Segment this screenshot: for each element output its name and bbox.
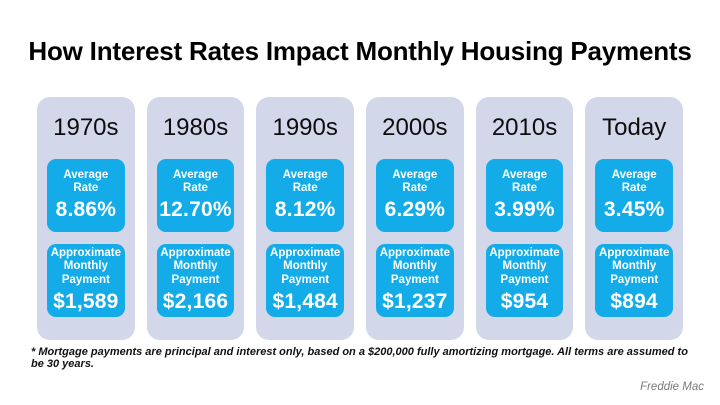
- era-column: 1990s Average Rate 8.12% Approximate Mon…: [256, 97, 355, 340]
- monthly-payment-value: $2,166: [162, 289, 229, 313]
- monthly-payment-value: $1,589: [53, 289, 119, 313]
- monthly-payment-card: Approximate Monthly Payment $2,166: [156, 244, 235, 317]
- era-label: 1980s: [162, 114, 229, 141]
- average-rate-label: Average Rate: [392, 168, 438, 194]
- monthly-payment-card: Approximate Monthly Payment $954: [485, 244, 564, 317]
- columns-container: 1970s Average Rate 8.86% Approximate Mon…: [37, 97, 684, 340]
- monthly-payment-card: Approximate Monthly Payment $1,589: [47, 244, 125, 317]
- era-column: Today Average Rate 3.45% Approximate Mon…: [585, 97, 684, 340]
- monthly-payment-value: $954: [500, 289, 549, 313]
- era-label: 2000s: [382, 114, 448, 141]
- monthly-payment-label: Approximate Monthly Payment: [489, 247, 560, 286]
- era-label: 1970s: [53, 114, 119, 141]
- era-column: 1980s Average Rate 12.70% Approximate Mo…: [146, 97, 245, 340]
- average-rate-card: Average Rate 8.86%: [47, 159, 125, 232]
- era-label: Today: [602, 114, 667, 141]
- average-rate-card: Average Rate 6.29%: [376, 159, 454, 232]
- era-column: 1970s Average Rate 8.86% Approximate Mon…: [37, 97, 135, 340]
- average-rate-label: Average Rate: [282, 168, 328, 194]
- average-rate-value: 8.12%: [274, 198, 336, 222]
- monthly-payment-label: Approximate Monthly Payment: [160, 247, 231, 286]
- average-rate-value: 8.86%: [55, 198, 117, 222]
- monthly-payment-value: $1,237: [382, 289, 448, 313]
- monthly-payment-label: Approximate Monthly Payment: [599, 247, 670, 286]
- average-rate-card: Average Rate 8.12%: [266, 159, 345, 232]
- era-label: 2010s: [491, 114, 558, 141]
- average-rate-label: Average Rate: [502, 168, 547, 194]
- monthly-payment-card: Approximate Monthly Payment $1,237: [376, 244, 454, 317]
- average-rate-value: 6.29%: [384, 198, 446, 222]
- monthly-payment-card: Approximate Monthly Payment $894: [595, 244, 674, 317]
- era-column: 2000s Average Rate 6.29% Approximate Mon…: [366, 97, 464, 340]
- average-rate-value: 3.99%: [494, 198, 555, 222]
- average-rate-label: Average Rate: [611, 168, 657, 194]
- average-rate-value: 12.70%: [159, 198, 232, 222]
- source-credit: Freddie Mac: [640, 381, 704, 393]
- monthly-payment-value: $1,484: [272, 289, 338, 313]
- average-rate-value: 3.45%: [603, 198, 665, 222]
- page-title: How Interest Rates Impact Monthly Housin…: [28, 36, 692, 66]
- average-rate-card: Average Rate 3.45%: [595, 159, 674, 232]
- era-label: 1990s: [272, 114, 338, 141]
- monthly-payment-card: Approximate Monthly Payment $1,484: [266, 244, 345, 317]
- monthly-payment-label: Approximate Monthly Payment: [379, 247, 450, 286]
- average-rate-card: Average Rate 3.99%: [485, 159, 564, 232]
- monthly-payment-label: Approximate Monthly Payment: [270, 247, 341, 286]
- average-rate-label: Average Rate: [63, 168, 109, 194]
- monthly-payment-value: $894: [610, 289, 658, 313]
- average-rate-label: Average Rate: [173, 168, 218, 194]
- footnote: * Mortgage payments are principal and in…: [31, 346, 688, 370]
- era-column: 2010s Average Rate 3.99% Approximate Mon…: [475, 97, 574, 340]
- average-rate-card: Average Rate 12.70%: [156, 159, 235, 232]
- monthly-payment-label: Approximate Monthly Payment: [50, 247, 121, 286]
